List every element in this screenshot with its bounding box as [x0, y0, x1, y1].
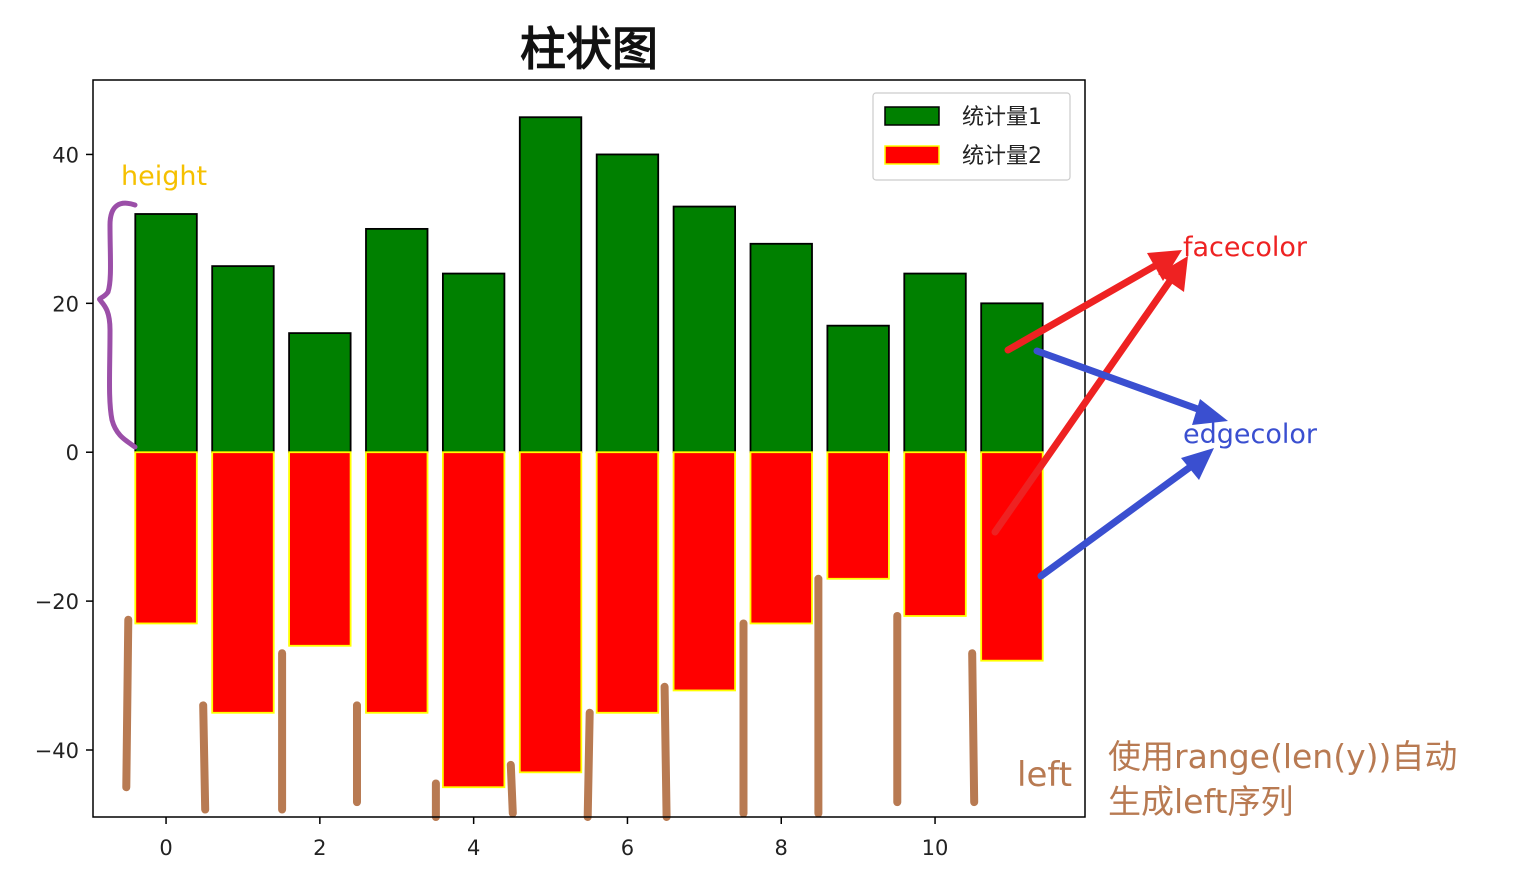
facecolor-arrow-lower [991, 274, 1176, 536]
bar-series-2 [288, 451, 352, 647]
bar-series-2 [826, 451, 890, 580]
bar-series-1 [672, 205, 737, 454]
x-tick-label: 8 [775, 836, 788, 860]
y-tick-label: 0 [66, 441, 79, 465]
y-tick-label: −20 [35, 590, 79, 614]
y-tick-label: 40 [52, 143, 79, 167]
legend-label-series-2: 统计量2 [962, 144, 1042, 169]
y-tick-label: −40 [35, 739, 79, 763]
facecolor-arrowhead-lower [1158, 256, 1188, 292]
left-marker-line [660, 682, 671, 821]
facecolor-arrows [991, 250, 1188, 536]
chart-title: 柱状图 [520, 22, 658, 76]
edgecolor-arrows [1033, 347, 1228, 580]
bar-series-1 [211, 265, 275, 454]
left-marker-line [968, 649, 979, 807]
annotation-left-label: left [1017, 755, 1072, 795]
annotation-facecolor-label: facecolor [1183, 232, 1308, 263]
bar-series-2 [672, 451, 737, 692]
x-tick-label: 6 [621, 836, 634, 860]
annotation-note-line-1: 使用range(len(y))自动 [1108, 737, 1457, 776]
bars-group [134, 116, 1044, 789]
edgecolor-arrow-lower [1037, 458, 1201, 580]
bar-series-1 [365, 227, 429, 454]
plot-frame [92, 79, 1086, 818]
bar-series-1 [441, 272, 506, 454]
edgecolor-arrow-upper [1033, 347, 1210, 416]
legend: 统计量1 统计量2 [872, 92, 1071, 181]
x-tick-label: 2 [313, 836, 326, 860]
left-marker-line [122, 615, 133, 792]
axis-ticks: 0 2 4 6 8 10 −40 −20 0 20 40 [35, 143, 949, 860]
bar-series-2 [441, 451, 506, 789]
bar-series-1 [749, 242, 813, 454]
bar-series-2 [595, 451, 660, 714]
legend-swatch-series-1 [884, 106, 940, 126]
x-tick-label: 0 [159, 836, 172, 860]
bar-series-2 [518, 451, 583, 774]
annotation-note-line-2: 生成left序列 [1108, 782, 1293, 821]
left-marker-line [506, 760, 517, 818]
bar-series-1 [903, 272, 967, 454]
bar-series-2 [980, 451, 1044, 662]
bar-series-2 [365, 451, 429, 714]
bar-series-1 [288, 332, 352, 454]
annotation-height-label: height [121, 161, 207, 192]
height-brace [97, 200, 138, 450]
legend-swatch-series-2 [884, 145, 940, 165]
annotation-lines [122, 574, 979, 821]
left-marker-line [199, 701, 210, 814]
legend-label-series-1: 统计量1 [962, 105, 1042, 130]
bar-series-1 [518, 116, 583, 454]
bar-series-2 [134, 451, 198, 625]
annotations: height facecolor edgecolor left 使用range(… [97, 161, 1457, 821]
x-tick-label: 4 [467, 836, 480, 860]
y-tick-label: 20 [52, 292, 79, 316]
bar-series-1 [595, 153, 660, 454]
edgecolor-arrowhead-lower [1181, 448, 1214, 480]
bar-series-1 [826, 324, 890, 454]
x-tick-label: 10 [922, 836, 949, 860]
bar-series-1 [134, 213, 198, 454]
facecolor-arrowhead-upper [1147, 250, 1182, 281]
bar-series-2 [211, 451, 275, 714]
bar-series-2 [749, 451, 813, 625]
annotation-edgecolor-label: edgecolor [1183, 419, 1318, 450]
edgecolor-arrowhead-upper [1192, 399, 1228, 425]
bar-series-1 [980, 302, 1044, 454]
facecolor-arrow-upper [1004, 259, 1164, 354]
bar-series-2 [903, 451, 967, 617]
left-marker-line [583, 708, 594, 821]
